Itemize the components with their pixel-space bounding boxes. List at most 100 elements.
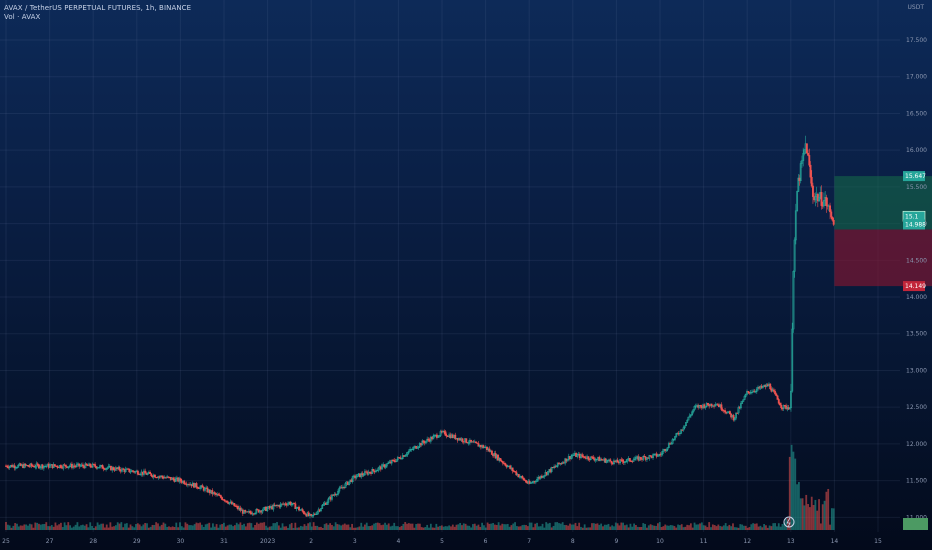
volume-bar	[325, 523, 328, 530]
candle-body	[415, 445, 418, 449]
volume-bar	[345, 524, 348, 530]
volume-bar	[12, 525, 15, 530]
volume-bar	[182, 527, 185, 530]
candle-body	[199, 486, 202, 489]
candle-body	[609, 459, 612, 462]
time-axis[interactable]: 25 27 28 29 30 31 2023 2 3 4 5 6 7 8 9 10 11 12 13 14 15	[2, 538, 882, 545]
candle-body	[652, 454, 654, 458]
candle-body	[517, 474, 520, 478]
volume-bar	[633, 523, 636, 530]
volume-bar	[69, 525, 71, 530]
volume-bar	[347, 524, 350, 530]
volume-bar	[375, 522, 377, 530]
volume-bar	[190, 525, 192, 530]
candle-body	[67, 466, 70, 469]
volume-bar	[818, 499, 820, 530]
volume-bar	[10, 527, 13, 530]
volume-bar	[63, 522, 66, 530]
candle-body	[372, 469, 375, 472]
candle-body	[97, 467, 100, 469]
volume-bar	[779, 526, 782, 530]
volume-bar	[153, 524, 156, 530]
candle-body	[195, 483, 198, 488]
volume-bar	[290, 522, 293, 530]
candle-body	[422, 440, 425, 443]
candle-body	[625, 460, 628, 463]
volume-bar	[613, 526, 615, 530]
volume-bar	[298, 527, 300, 530]
volume-bar	[120, 522, 123, 530]
candle-body	[158, 476, 161, 478]
volume-bar	[702, 525, 705, 530]
volume-indicator-label[interactable]: Vol · AVAX	[4, 13, 41, 21]
volume-bar	[594, 523, 597, 530]
volume-bar	[534, 523, 537, 530]
volume-bar	[252, 527, 255, 530]
volume-bar	[80, 525, 82, 530]
candle-body	[89, 463, 92, 467]
volume-bar	[477, 524, 480, 530]
candle-body	[595, 458, 598, 460]
volume-bar	[451, 524, 454, 530]
volume-bar	[281, 523, 284, 530]
candle-body	[643, 456, 646, 458]
volume-bar	[404, 522, 407, 530]
candle-body	[642, 456, 645, 460]
volume-bar	[830, 508, 833, 530]
volume-bar	[219, 524, 222, 530]
current-price-badge-top: 15.1	[905, 213, 919, 220]
candle-body	[85, 463, 88, 466]
candle-body	[30, 463, 33, 467]
volume-bar	[309, 522, 311, 530]
price-axis[interactable]: 11.000 11.500 12.000 12.500 13.000 13.500 14.0…	[906, 37, 927, 521]
volume-bar	[671, 525, 674, 530]
candle-body	[626, 458, 629, 462]
volume-bar	[373, 523, 375, 530]
candle-body	[393, 459, 396, 462]
volume-bar	[587, 527, 590, 530]
candle-body	[761, 386, 764, 388]
volume-bar	[310, 526, 313, 530]
candle-body	[822, 200, 825, 207]
volume-bar	[217, 527, 220, 530]
candle-body	[803, 149, 806, 154]
candle-body	[519, 476, 521, 478]
candle-body	[779, 402, 781, 406]
volume-bar	[805, 494, 808, 530]
volume-bar	[556, 522, 559, 530]
candle-body	[217, 494, 220, 496]
volume-bar	[640, 526, 643, 530]
volume-bar	[21, 525, 24, 530]
candle-body	[139, 474, 142, 476]
candle-body	[683, 425, 686, 428]
volume-bar	[505, 524, 507, 530]
candle-body	[755, 388, 758, 392]
volume-bar	[688, 525, 690, 530]
candle-body	[174, 478, 177, 482]
volume-bar	[85, 524, 88, 530]
candle-body	[769, 383, 772, 390]
candle-body	[122, 468, 125, 470]
volume-bar	[420, 527, 423, 530]
current-price-badge: 14.988	[905, 221, 926, 228]
volume-bar	[646, 527, 648, 530]
candle-body	[304, 513, 307, 515]
time-tick-label: 15	[874, 538, 882, 545]
candle-body	[724, 410, 727, 413]
volume-bar	[580, 526, 582, 530]
volume-bar	[204, 524, 207, 530]
candle-body	[521, 476, 524, 479]
volume-bar	[331, 524, 333, 530]
candle-body	[426, 438, 429, 442]
volume-bar	[210, 527, 212, 530]
volume-bar	[287, 527, 289, 530]
candle-body	[68, 465, 71, 468]
candle-body	[405, 454, 408, 456]
volume-bar	[603, 524, 606, 530]
volume-bar	[157, 523, 159, 530]
volume-bar	[810, 496, 813, 530]
candle-body	[294, 503, 297, 510]
candle-body	[515, 471, 518, 476]
